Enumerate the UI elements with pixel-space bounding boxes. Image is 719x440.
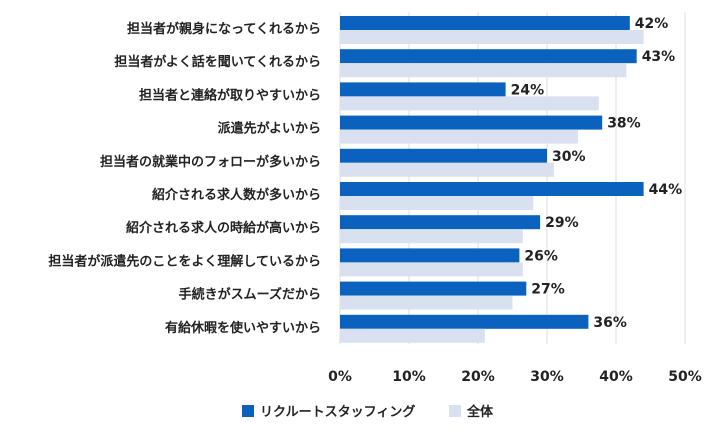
category-label: 派遣先がよいから <box>218 121 321 137</box>
x-tick-label: 10% <box>392 369 426 385</box>
bar-value-label: 24% <box>511 82 545 98</box>
bar-value-label: 43% <box>642 49 676 65</box>
bar-value-label: 36% <box>593 315 627 331</box>
bar-recruit-staffing <box>340 49 637 64</box>
bar-value-label: 38% <box>607 116 641 132</box>
legend-label-overall: 全体 <box>466 404 494 420</box>
x-tick-label: 50% <box>668 369 702 385</box>
bar-value-label: 29% <box>545 215 579 231</box>
bar-overall <box>340 96 599 111</box>
legend-swatch-recruit-staffing <box>242 405 254 417</box>
bar-overall <box>340 63 627 78</box>
legend-swatch-overall <box>449 405 461 417</box>
category-label: 紹介される求人数が多いから <box>152 187 321 203</box>
category-label: 担当者と連絡が取りやすいから <box>139 87 321 103</box>
bar-recruit-staffing <box>340 82 506 97</box>
bar-recruit-staffing <box>340 215 541 230</box>
bars: 42% 43% 24% 38% 30% 44% 29% 26% 27% 36% <box>340 16 682 343</box>
x-tick-label: 30% <box>530 369 564 385</box>
bar-recruit-staffing <box>340 182 644 196</box>
bar-overall <box>340 129 579 144</box>
category-label: 手続きがスムーズだから <box>179 287 321 303</box>
bar-value-label: 42% <box>635 16 669 32</box>
bar-overall <box>340 328 485 343</box>
bar-recruit-staffing <box>340 115 603 130</box>
legend: リクルートスタッフィング 全体 <box>242 404 494 420</box>
bar-overall <box>340 30 644 44</box>
bar-value-label: 26% <box>524 248 558 264</box>
bar-overall <box>340 229 523 244</box>
category-label: 紹介される求人の時給が高いから <box>126 220 321 236</box>
bar-value-label: 44% <box>649 182 683 198</box>
bar-overall <box>340 196 534 210</box>
category-label: 担当者が派遣先のことをよく理解しているから <box>48 253 321 269</box>
category-label: 担当者がよく話を聞いてくれるから <box>114 54 321 70</box>
bar-value-label: 27% <box>531 282 565 298</box>
bar-recruit-staffing <box>340 16 630 30</box>
bar-recruit-staffing <box>340 281 527 296</box>
bar-recruit-staffing <box>340 314 589 329</box>
bar-recruit-staffing <box>340 248 520 263</box>
x-axis-ticks: 0% 10% 20% 30% 40% 50% <box>328 369 702 385</box>
category-label: 担当者が親身になってくれるから <box>127 21 321 37</box>
x-tick-label: 20% <box>461 369 495 385</box>
x-tick-label: 0% <box>328 369 352 385</box>
legend-label-recruit-staffing: リクルートスタッフィング <box>260 404 415 420</box>
bar-value-label: 30% <box>552 149 586 165</box>
bar-overall <box>340 162 554 177</box>
x-tick-label: 40% <box>599 369 633 385</box>
category-label: 担当者の就業中のフォローが多いから <box>100 154 321 170</box>
bar-recruit-staffing <box>340 148 547 163</box>
bar-overall <box>340 295 513 310</box>
category-label: 有給休暇を使いやすいから <box>165 320 321 336</box>
bar-overall <box>340 262 523 277</box>
category-labels: 担当者が親身になってくれるから担当者がよく話を聞いてくれるから担当者と連絡が取り… <box>48 21 321 336</box>
